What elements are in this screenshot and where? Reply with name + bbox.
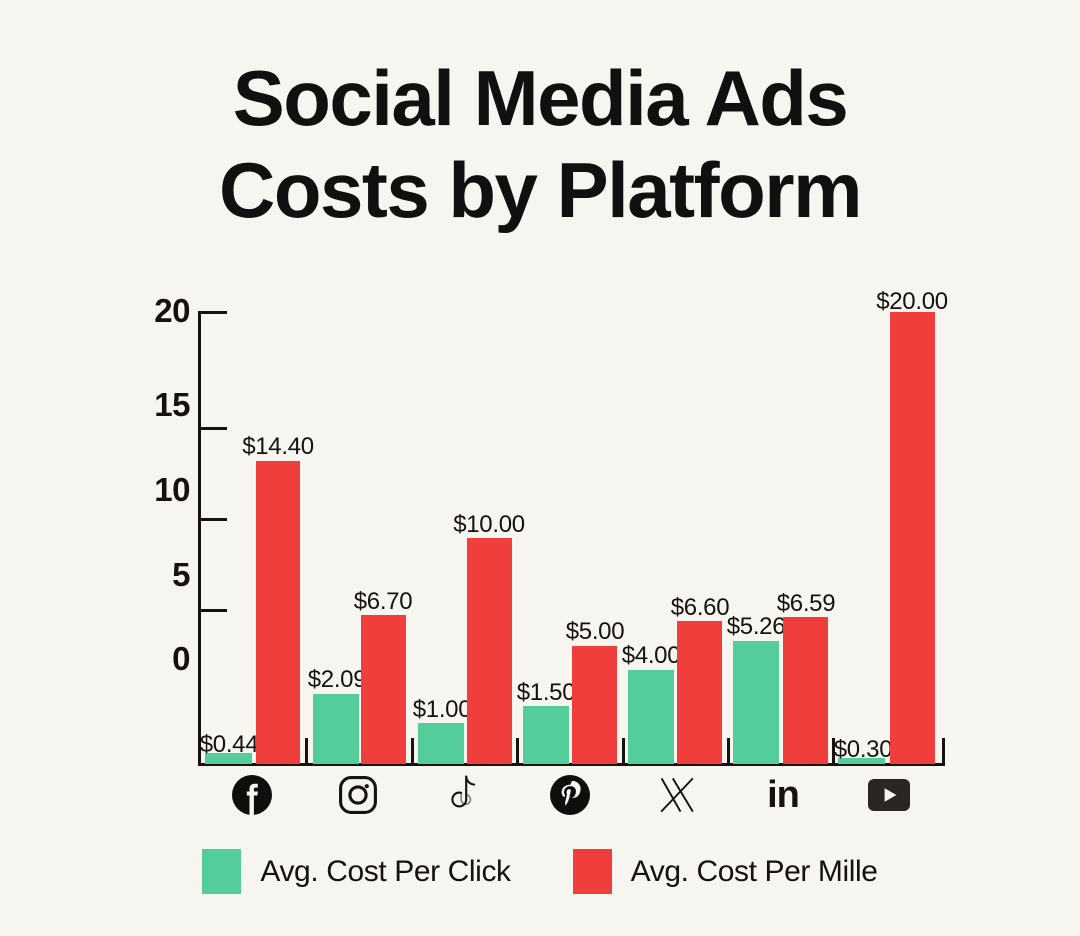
linkedin-icon: in [767,774,800,816]
facebook-icon [232,775,272,815]
legend-item-cost-per-mille[interactable]: Avg. Cost Per Mille [572,849,878,894]
bar-label-facebook-cpc: $0.44 [199,731,259,758]
y-axis-label-0: 0 [172,640,190,677]
x-axis-category-facebook[interactable] [229,775,275,815]
x-axis-separator-6 [832,738,835,764]
page-title-line-2: Costs by Platform [219,146,862,234]
bar-label-pinterest-cpm: $5.00 [565,618,625,645]
y-axis-tick-15 [201,427,227,430]
bar-x-cpm[interactable] [677,621,722,764]
bar-facebook-cpc[interactable] [205,753,252,764]
y-axis-label-10: 10 [154,471,190,508]
bar-x-cpc[interactable] [628,670,674,764]
bar-label-youtube-cpc: $0.30 [833,736,893,763]
bar-label-youtube-cpm: $20.00 [876,288,948,315]
page-title-line-1: Social Media Ads [232,54,849,142]
instagram-icon [338,775,378,815]
y-axis-label-15: 15 [154,386,190,423]
youtube-icon [868,779,910,811]
page-title: Social Media Ads Costs by Platform [0,52,1080,236]
x-axis-category-x[interactable] [654,775,700,815]
x-axis-separator-4 [622,738,625,764]
x-axis-separator-2 [411,738,414,764]
x-icon [658,776,696,814]
bar-label-linkedin-cpm: $6.59 [776,590,836,617]
x-axis-category-youtube[interactable] [866,775,912,815]
bar-label-instagram-cpm: $6.70 [353,588,413,615]
x-axis-separator-5 [727,738,730,764]
bar-label-pinterest-cpc: $1.50 [516,679,576,706]
bar-linkedin-cpm[interactable] [783,617,828,764]
legend-swatch-cost-per-click [202,849,242,894]
x-axis-separator-3 [516,738,519,764]
bar-label-x-cpc: $4.00 [621,642,681,669]
legend-label-cost-per-click: Avg. Cost Per Click [260,854,511,888]
y-axis-title: Cost in US dollars [0,337,4,523]
x-axis-end-tick [942,738,945,764]
legend-label-cost-per-mille: Avg. Cost Per Mille [630,854,878,888]
y-axis-label-5: 5 [172,556,190,593]
bar-youtube-cpm[interactable] [890,312,935,764]
bar-label-instagram-cpc: $2.09 [307,666,367,693]
x-axis-category-linkedin[interactable]: in [760,775,806,815]
y-axis-line [198,311,201,766]
x-axis-category-instagram[interactable] [335,775,381,815]
bar-label-tiktok-cpc: $1.00 [412,696,472,723]
bar-tiktok-cpm[interactable] [467,538,512,764]
bar-label-tiktok-cpm: $10.00 [453,511,525,538]
y-axis-label-20: 20 [154,292,190,329]
bar-youtube-cpc[interactable] [838,758,885,764]
bar-instagram-cpm[interactable] [361,615,406,764]
chart-legend: Avg. Cost Per Click Avg. Cost Per Mille [0,849,1080,894]
bar-instagram-cpc[interactable] [313,694,359,764]
bar-pinterest-cpc[interactable] [523,706,569,764]
x-axis-line [198,763,945,766]
bar-linkedin-cpc[interactable] [733,641,779,764]
bar-tiktok-cpc[interactable] [418,723,464,764]
y-axis-tick-10 [201,518,227,521]
bar-label-facebook-cpm: $14.40 [242,433,314,460]
x-axis-category-pinterest[interactable] [547,775,593,815]
x-axis-category-tiktok[interactable] [441,775,487,815]
bar-label-linkedin-cpc: $5.26 [726,613,786,640]
y-axis-tick-20 [201,311,227,314]
bar-pinterest-cpm[interactable] [572,646,617,764]
bar-facebook-cpm[interactable] [256,461,300,764]
legend-item-cost-per-click[interactable]: Avg. Cost Per Click [202,849,511,894]
legend-swatch-cost-per-mille [572,849,612,894]
tiktok-icon [448,775,480,815]
y-axis-tick-5 [201,609,227,612]
bar-label-x-cpm: $6.60 [670,594,730,621]
x-axis-separator-1 [305,738,308,764]
pinterest-icon [550,775,590,815]
